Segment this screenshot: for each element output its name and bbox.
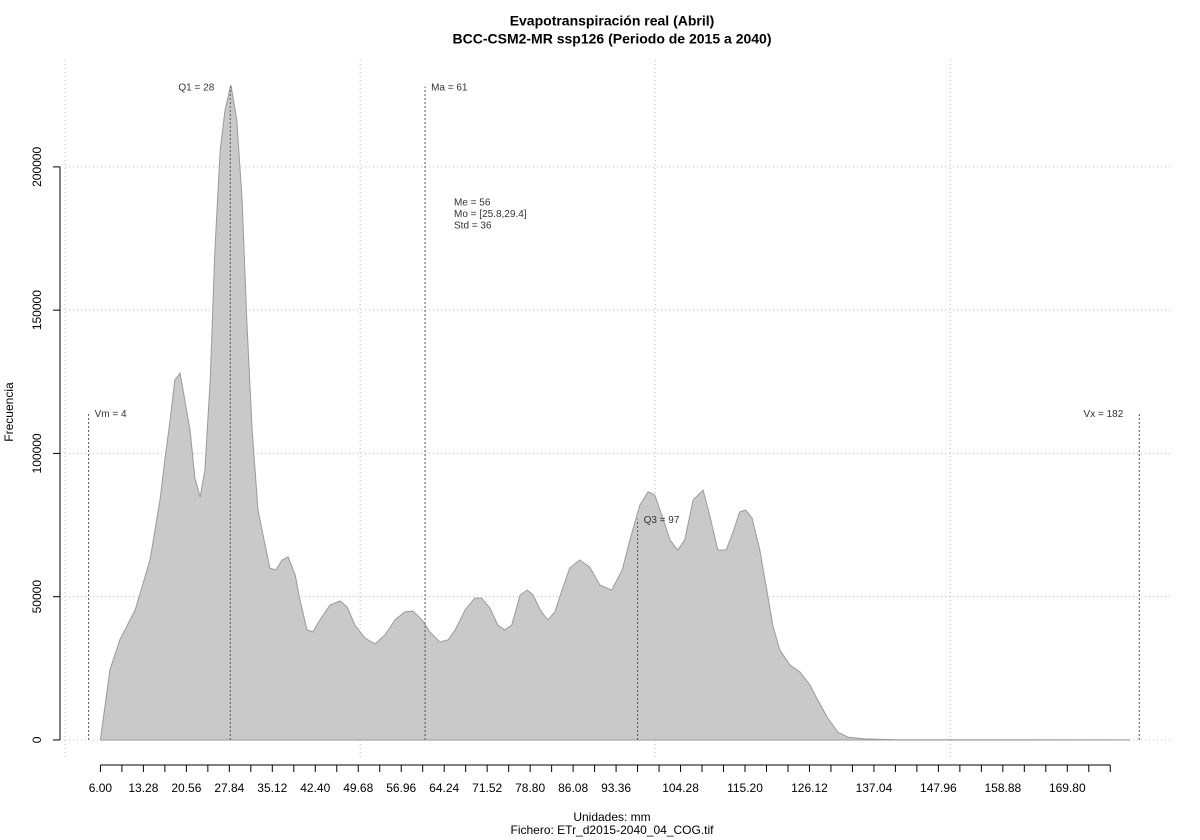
stats-text: Me = 56	[454, 198, 491, 209]
x-tick-label: 20.56	[171, 781, 201, 795]
x-tick-label: 27.84	[214, 781, 244, 795]
x-tick-label: 147.96	[920, 781, 957, 795]
chart-title: Evapotranspiración real (Abril)	[510, 13, 715, 29]
density-area	[99, 84, 1131, 741]
annotation-label: Q1 = 28	[178, 82, 214, 93]
y-tick-label: 0	[30, 736, 44, 743]
x-tick-label: 169.80	[1049, 781, 1086, 795]
y-tick-label: 150000	[30, 290, 44, 330]
x-tick-label: 56.96	[386, 781, 416, 795]
x-tick-label: 137.04	[856, 781, 893, 795]
x-tick-label: 13.28	[128, 781, 158, 795]
x-axis-label: Unidades: mm	[573, 810, 650, 824]
x-tick-label: 86.08	[558, 781, 588, 795]
annotation-label: Vm = 4	[95, 409, 127, 420]
x-tick-label: 35.12	[257, 781, 287, 795]
x-tick-label: 104.28	[662, 781, 699, 795]
x-tick-label: 93.36	[601, 781, 631, 795]
x-tick-label: 64.24	[429, 781, 459, 795]
x-tick-label: 42.40	[300, 781, 330, 795]
caption: Fichero: ETr_d2015-2040_04_COG.tif	[511, 823, 715, 837]
x-tick-label: 158.88	[984, 781, 1021, 795]
x-tick-label: 126.12	[791, 781, 828, 795]
x-tick-label: 6.00	[89, 781, 113, 795]
stats-text: Mo = [25.8,29.4]	[454, 209, 527, 220]
y-tick-label: 100000	[30, 433, 44, 473]
x-tick-label: 115.20	[727, 781, 763, 795]
annotation-label: Q3 = 97	[644, 515, 680, 526]
y-tick-label: 200000	[30, 147, 44, 187]
stats-text: Std = 36	[454, 221, 492, 232]
x-tick-label: 78.80	[515, 781, 545, 795]
annotation-label: Vx = 182	[1084, 409, 1124, 420]
y-axis-label: Frecuencia	[2, 382, 16, 442]
annotation-label: Ma = 61	[431, 82, 468, 93]
chart-subtitle: BCC-CSM2-MR ssp126 (Periodo de 2015 a 20…	[453, 31, 772, 47]
x-tick-label: 49.68	[343, 781, 373, 795]
x-tick-label: 71.52	[472, 781, 502, 795]
y-tick-label: 50000	[30, 580, 44, 614]
